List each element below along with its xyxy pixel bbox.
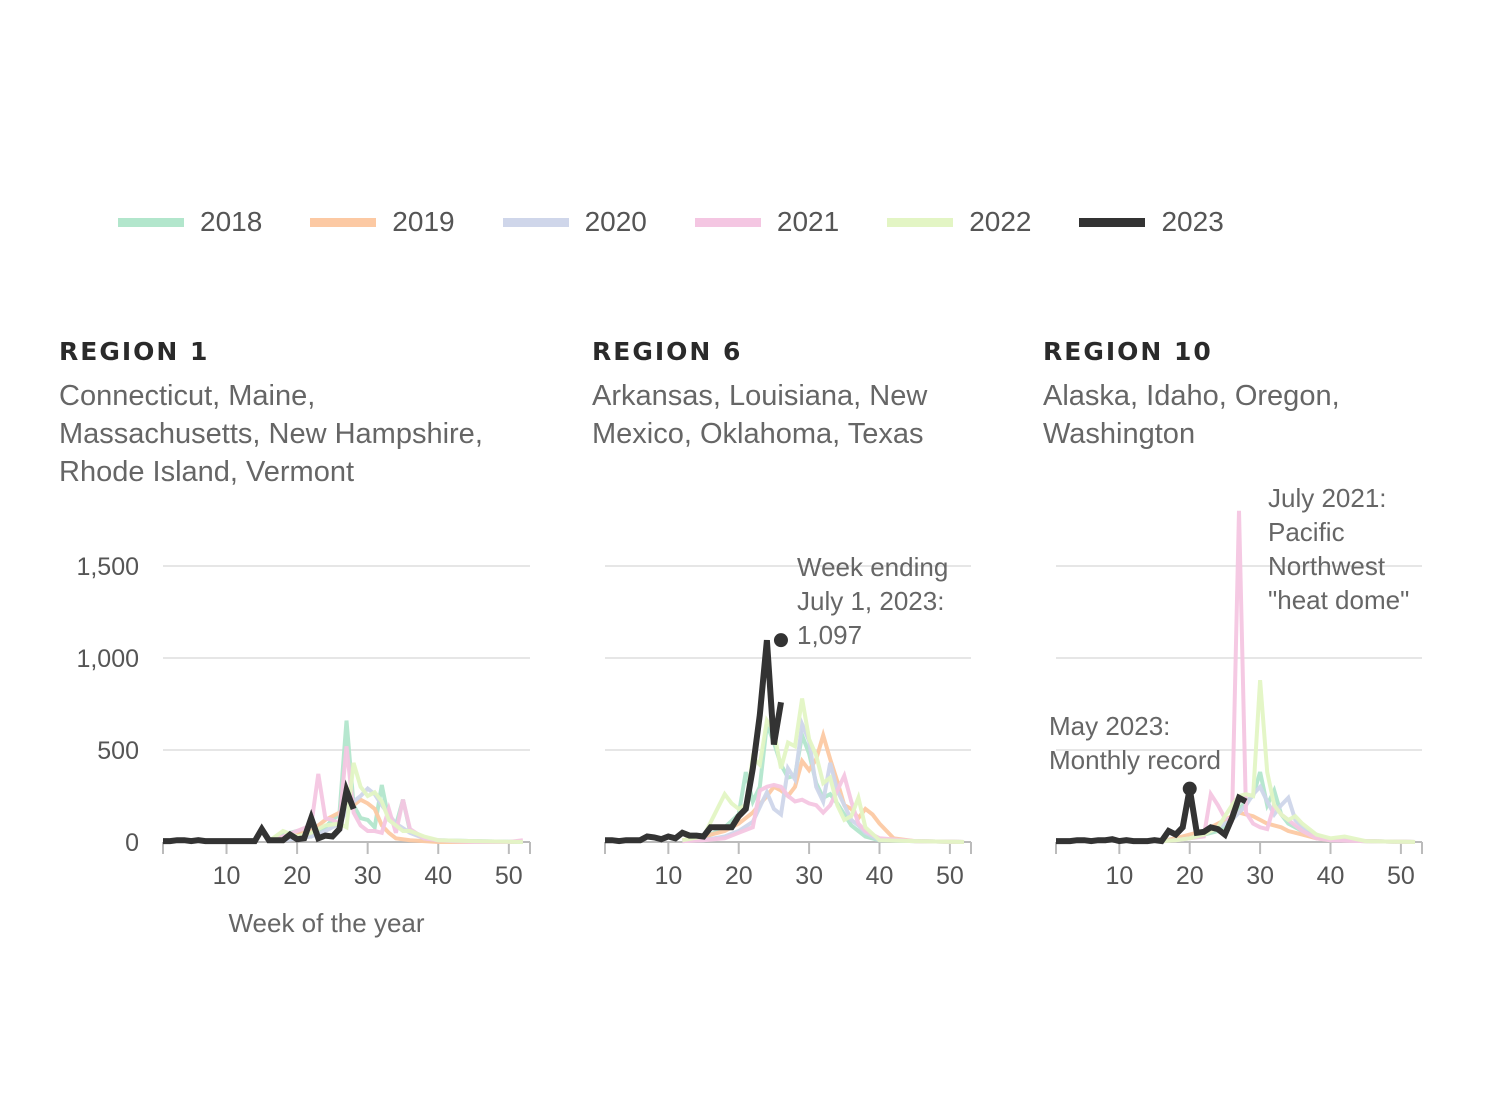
series-line-2022 — [682, 698, 965, 844]
y-tick-label: 0 — [125, 829, 139, 857]
x-tick-label: 20 — [725, 862, 753, 890]
annotation-dot — [1182, 781, 1197, 796]
x-tick-label: 10 — [213, 862, 241, 890]
chart-panel-3: 10 20 30 40 50 May 2023: Monthly record July 20… — [1049, 483, 1423, 890]
y-tick-label: 500 — [97, 737, 139, 765]
legend-swatch — [502, 217, 569, 227]
legend-swatch — [694, 217, 761, 227]
series-line-2023 — [163, 779, 357, 845]
legend-item-2019: 2019 — [310, 206, 455, 238]
x-tick-label: 40 — [866, 862, 894, 890]
region-6-states-line: Arkansas, Louisiana, New — [592, 380, 928, 412]
legend-label: 2023 — [1161, 206, 1224, 237]
legend-label: 2020 — [584, 206, 647, 237]
x-tick-label: 50 — [495, 862, 523, 890]
x-tick-label: 30 — [354, 862, 382, 890]
region-6-title: REGION 6 — [592, 337, 743, 366]
legend-item-2021: 2021 — [694, 206, 840, 238]
region-10-states-line: Alaska, Idaho, Oregon, — [1043, 380, 1340, 412]
legend-item-2018: 2018 — [118, 206, 262, 238]
x-tick-label: 30 — [795, 862, 823, 890]
region-10-title: REGION 10 — [1043, 337, 1213, 366]
legend-item-2023: 2023 — [1079, 206, 1224, 238]
annotation-text: "heat dome" — [1268, 585, 1409, 615]
chart-panel-2: 10 20 30 40 50 Week ending July 1, 2023: 1,097 — [604, 552, 972, 890]
x-axis-title: Week of the year — [228, 908, 424, 938]
legend: 2018 2019 2020 2021 2022 2023 — [118, 200, 1272, 244]
series-line-2023 — [605, 639, 784, 845]
series-line-2021 — [682, 770, 965, 844]
annotation-dot — [773, 633, 788, 648]
region-10-states: Alaska, Idaho, Oregon, Washington — [1043, 377, 1340, 453]
legend-label: 2018 — [200, 206, 263, 237]
legend-swatch — [310, 217, 377, 227]
legend-label: 2019 — [392, 206, 455, 237]
region-10-states-line: Washington — [1043, 418, 1196, 450]
region-1-states-line: Massachusetts, New Hampshire, — [59, 418, 483, 450]
annotation-text: Week ending — [797, 552, 948, 582]
legend-item-2022: 2022 — [887, 206, 1031, 238]
x-tick-label: 40 — [1317, 862, 1345, 890]
annotation-text: 1,097 — [797, 620, 862, 650]
annotation-text: July 2021: — [1268, 483, 1387, 513]
region-1-title: REGION 1 — [59, 337, 210, 366]
series-line-2023 — [1056, 788, 1248, 845]
legend-swatch — [118, 217, 184, 227]
region-1-states: Connecticut, Maine, Massachusetts, New H… — [59, 377, 483, 491]
y-tick-label: 1,000 — [76, 645, 139, 673]
region-6-states-line: Mexico, Oklahoma, Texas — [592, 418, 924, 450]
legend-item-2020: 2020 — [502, 206, 647, 238]
region-6-states: Arkansas, Louisiana, New Mexico, Oklahom… — [592, 377, 927, 453]
y-tick-label: 1,500 — [76, 553, 139, 581]
region-1-states-line: Rhode Island, Vermont — [59, 456, 355, 488]
annotation-text: Northwest — [1268, 551, 1386, 581]
chart-panel-1: 10 20 30 40 50 1,500 1,000 500 0 Week of the year — [76, 553, 531, 938]
series-line-2021 — [1161, 510, 1416, 844]
legend-swatch — [1079, 217, 1146, 227]
legend-label: 2022 — [969, 206, 1032, 237]
x-tick-label: 10 — [1105, 862, 1133, 890]
annotation-text: May 2023: — [1049, 711, 1170, 741]
x-tick-label: 10 — [654, 862, 682, 890]
annotation-text: Pacific — [1268, 517, 1345, 547]
x-tick-label: 20 — [1176, 862, 1204, 890]
x-tick-label: 30 — [1246, 862, 1274, 890]
annotation-text: Monthly record — [1049, 745, 1221, 775]
region-1-states-line: Connecticut, Maine, — [59, 380, 316, 412]
x-tick-label: 50 — [1387, 862, 1415, 890]
x-tick-label: 20 — [283, 862, 311, 890]
legend-label: 2021 — [776, 206, 840, 237]
x-tick-label: 40 — [424, 862, 452, 890]
annotation-text: July 1, 2023: — [797, 586, 944, 616]
x-tick-label: 50 — [936, 862, 964, 890]
legend-swatch — [887, 217, 954, 227]
